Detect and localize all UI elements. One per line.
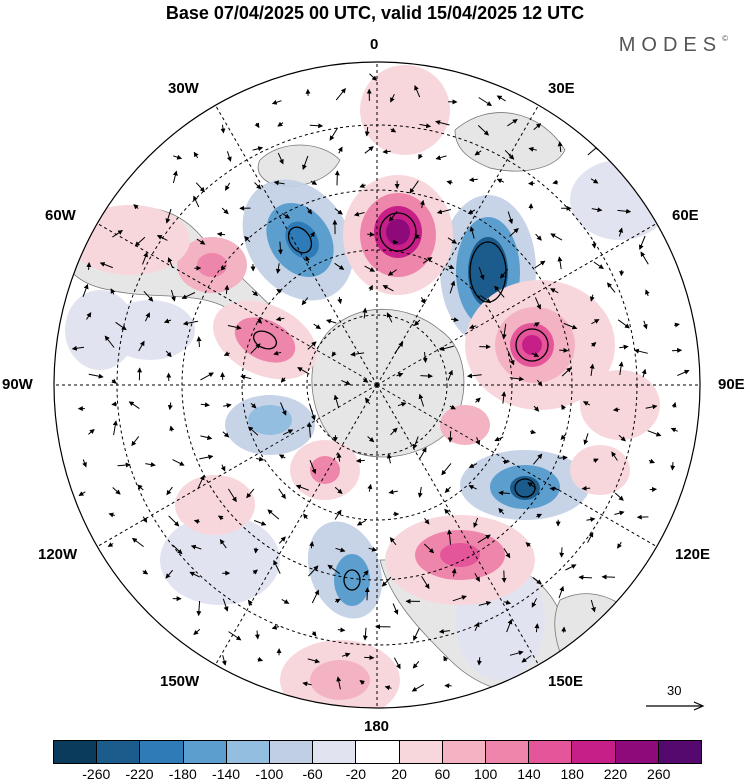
wind-arrow-icon (562, 547, 563, 557)
wind-arrow-icon (310, 125, 323, 126)
wind-arrow-icon (367, 234, 374, 235)
lon-label-60e: 60E (672, 207, 699, 224)
wind-arrow-icon (559, 350, 567, 351)
colorbar-tick-label: -180 (169, 766, 197, 782)
colorbar-cell (227, 741, 270, 763)
wind-arrow-icon (503, 462, 508, 463)
colorbar-cell (486, 741, 529, 763)
colorbar-cell (616, 741, 659, 763)
lon-label-90w: 90W (2, 376, 33, 393)
wind-arrow-icon (420, 376, 432, 377)
colorbar-tick-label: -260 (82, 766, 110, 782)
wind-arrow-icon (357, 460, 365, 461)
wind-arrow-icon (392, 242, 397, 243)
wind-arrow-icon (112, 404, 117, 405)
colorbar-cell (400, 741, 443, 763)
colorbar-tick-label: -20 (346, 766, 366, 782)
lon-label-180: 180 (364, 718, 389, 735)
lon-label-150w: 150W (160, 673, 199, 690)
colorbar-cell (270, 741, 313, 763)
lon-label-30w: 30W (168, 80, 199, 97)
colorbar-cell (356, 741, 399, 763)
wind-arrow-icon (582, 488, 590, 489)
lon-label-60w: 60W (45, 207, 76, 224)
wind-arrow-icon (579, 577, 592, 578)
colorbar-cell (184, 741, 227, 763)
colorbar-tick-label: -140 (212, 766, 240, 782)
reference-arrow-icon (640, 680, 710, 720)
colorbar-cell (97, 741, 140, 763)
colorbar-tick-label: -100 (255, 766, 283, 782)
colorbar-tick-label: 180 (561, 766, 584, 782)
polar-map (0, 0, 750, 740)
anomaly-field (50, 60, 710, 720)
colorbar-labels: -260 -220 -180 -140 -100 -60 -20 20 60 100 140 180 2… (53, 766, 702, 784)
colorbar (53, 740, 702, 764)
lon-label-150e: 150E (548, 673, 583, 690)
lon-label-0: 0 (370, 36, 378, 53)
wind-arrow-icon (383, 151, 391, 152)
colorbar-tick-label: -60 (302, 766, 322, 782)
wind-arrow-icon (672, 462, 673, 470)
wind-arrow-icon (504, 571, 505, 583)
colorbar-tick-label: 260 (647, 766, 670, 782)
wind-arrow-icon (672, 350, 681, 351)
wind-arrow-icon (450, 431, 451, 442)
colorbar-cell (572, 741, 615, 763)
colorbar-tick-label: 140 (517, 766, 540, 782)
colorbar-tick-label: -220 (126, 766, 154, 782)
colorbar-cell (140, 741, 183, 763)
colorbar-cell (54, 741, 97, 763)
colorbar-tick-label: 100 (474, 766, 497, 782)
lon-label-90e: 90E (718, 376, 745, 393)
colorbar-cell (443, 741, 486, 763)
wind-arrow-icon (614, 409, 620, 410)
reference-vector: 30 (640, 680, 710, 720)
lon-label-120w: 120W (38, 546, 77, 563)
wind-arrow-icon (564, 627, 565, 632)
colorbar-tick-label: 20 (391, 766, 407, 782)
wind-arrow-icon (89, 263, 90, 270)
lon-label-120e: 120E (675, 546, 710, 563)
wind-arrow-icon (602, 577, 615, 578)
colorbar-cell (313, 741, 356, 763)
colorbar-cell (659, 741, 701, 763)
wind-arrow-icon (256, 548, 257, 553)
colorbar-tick-label: 60 (435, 766, 451, 782)
wind-arrow-icon (621, 270, 622, 276)
colorbar-cell (529, 741, 572, 763)
colorbar-tick-label: 220 (604, 766, 627, 782)
wind-arrow-icon (367, 588, 368, 600)
lon-label-30e: 30E (548, 80, 575, 97)
